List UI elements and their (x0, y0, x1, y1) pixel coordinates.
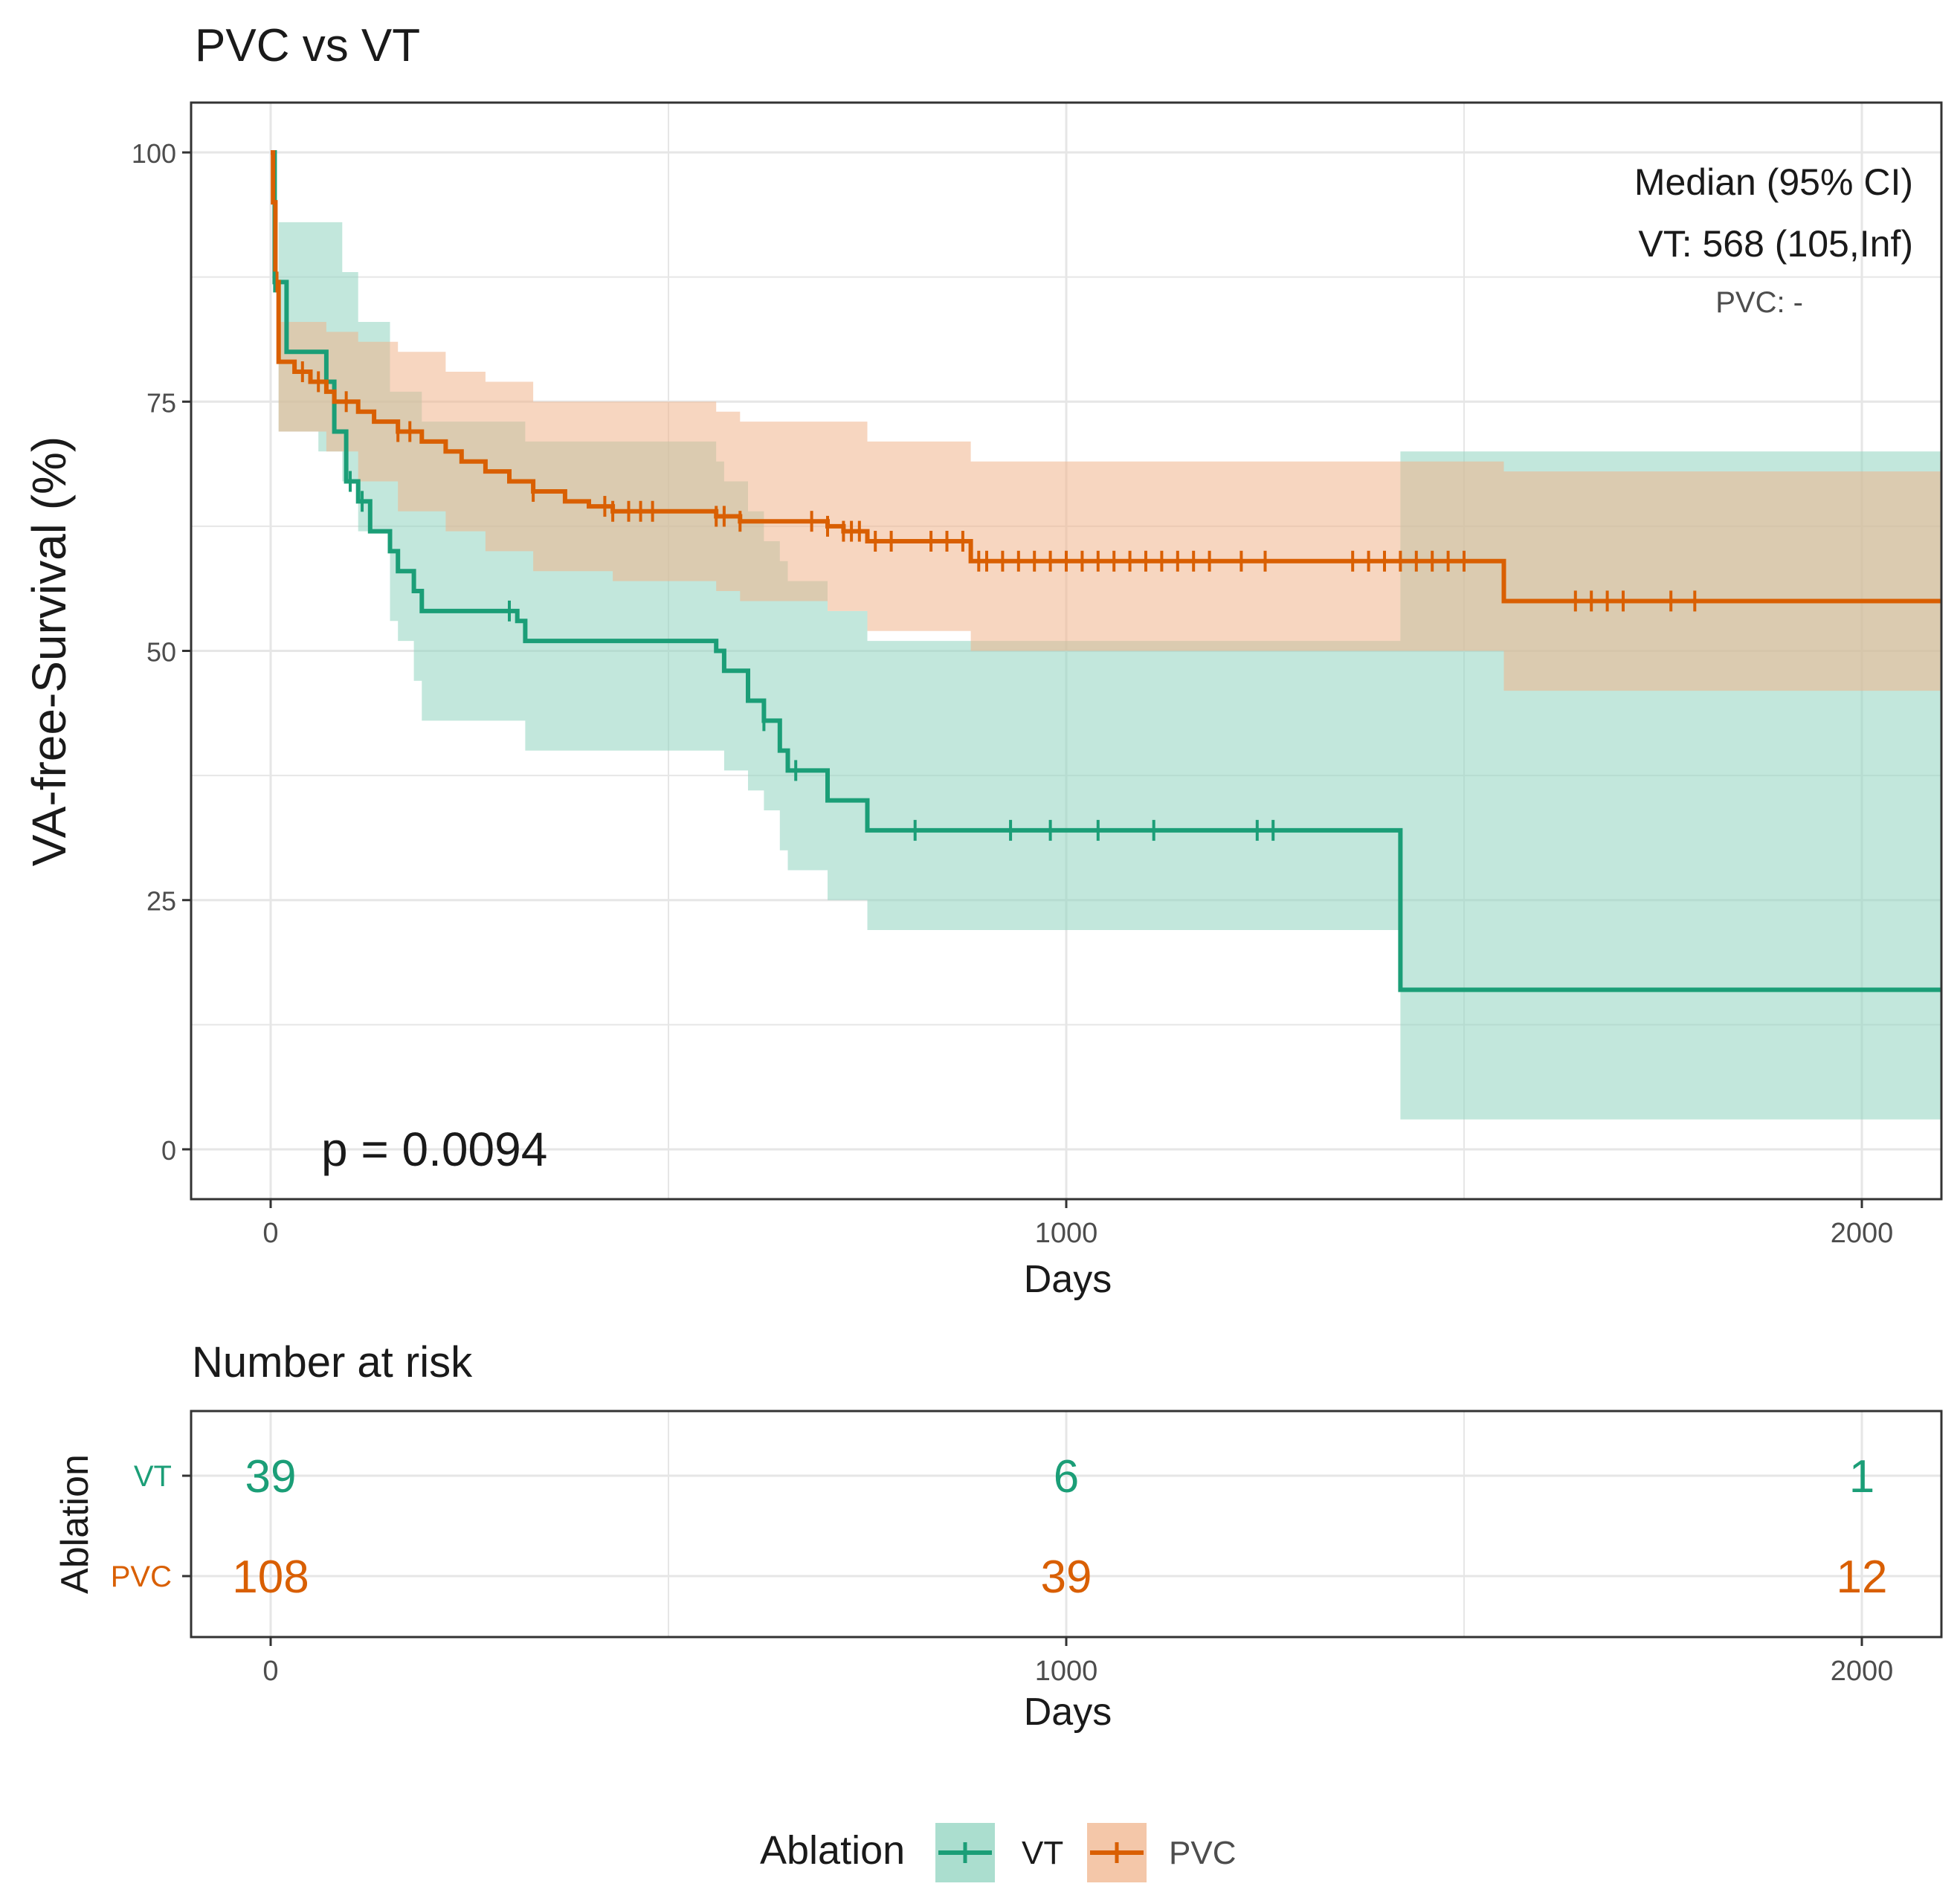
legend-item-pvc: PVC (1087, 1823, 1236, 1882)
risk-table-title: Number at risk (192, 1338, 473, 1387)
y-tick-label: 100 (132, 138, 176, 169)
median-header: Median (95% CI) (1634, 161, 1913, 203)
risk-table-row-ticks: VT PVC (111, 1460, 191, 1593)
ci-band-vt (271, 152, 1941, 1120)
risk-x-tick-label: 2000 (1831, 1656, 1894, 1687)
legend-title: Ablation (760, 1828, 905, 1873)
legend-item-vt: VT (935, 1823, 1063, 1882)
confidence-bands (271, 152, 1941, 1120)
x-tick-label: 2000 (1831, 1218, 1894, 1249)
risk-cell-pvc: 12 (1837, 1552, 1888, 1603)
risk-row-label-vt: VT (134, 1460, 172, 1493)
risk-table-panel: 39 6 1 108 39 12 VT PVC 0 1000 2000 (111, 1410, 1943, 1687)
legend-label-vt: VT (1022, 1835, 1063, 1871)
risk-table-gridlines (191, 1411, 1941, 1637)
y-tick-label: 0 (161, 1135, 176, 1166)
x-axis-ticks: 0 1000 2000 (262, 1199, 1893, 1249)
x-tick-label: 1000 (1035, 1218, 1098, 1249)
risk-cell-pvc: 39 (1041, 1552, 1092, 1603)
risk-x-axis-title: Days (1024, 1691, 1112, 1734)
risk-y-axis-title: Ablation (54, 1454, 97, 1594)
risk-cell-vt: 39 (245, 1451, 297, 1502)
y-axis-ticks: 0 25 50 75 100 (132, 138, 191, 1166)
x-tick-label: 0 (262, 1218, 278, 1249)
y-tick-label: 75 (146, 387, 176, 418)
y-axis-title: VA-free-Survival (%) (22, 436, 76, 866)
risk-table-cells: 39 6 1 108 39 12 (232, 1451, 1887, 1603)
y-tick-label: 25 (146, 886, 176, 917)
risk-cell-pvc: 108 (232, 1552, 309, 1603)
risk-table-x-ticks: 0 1000 2000 (262, 1637, 1893, 1687)
legend-label-pvc: PVC (1169, 1835, 1236, 1871)
main-plot-panel: 0 25 50 75 100 0 1000 2000 Median (95% CI) VT:… (132, 101, 1943, 1249)
risk-cell-vt: 6 (1054, 1451, 1079, 1502)
risk-x-tick-label: 0 (262, 1656, 278, 1687)
ci-band-pvc (271, 152, 1941, 691)
y-tick-label: 50 (146, 637, 176, 668)
x-axis-title: Days (1024, 1258, 1112, 1301)
censor-marks (273, 271, 1697, 841)
legend: Ablation VT PVC (760, 1823, 1236, 1882)
median-vt: VT: 568 (105,Inf) (1638, 223, 1913, 265)
survival-line-vt (271, 150, 1941, 992)
risk-cell-vt: 1 (1849, 1451, 1874, 1502)
risk-row-label-pvc: PVC (111, 1560, 172, 1593)
risk-x-tick-label: 1000 (1035, 1656, 1098, 1687)
chart-title: PVC vs VT (195, 20, 420, 71)
p-value: p = 0.0094 (321, 1123, 547, 1176)
median-pvc: PVC: - (1715, 286, 1803, 319)
